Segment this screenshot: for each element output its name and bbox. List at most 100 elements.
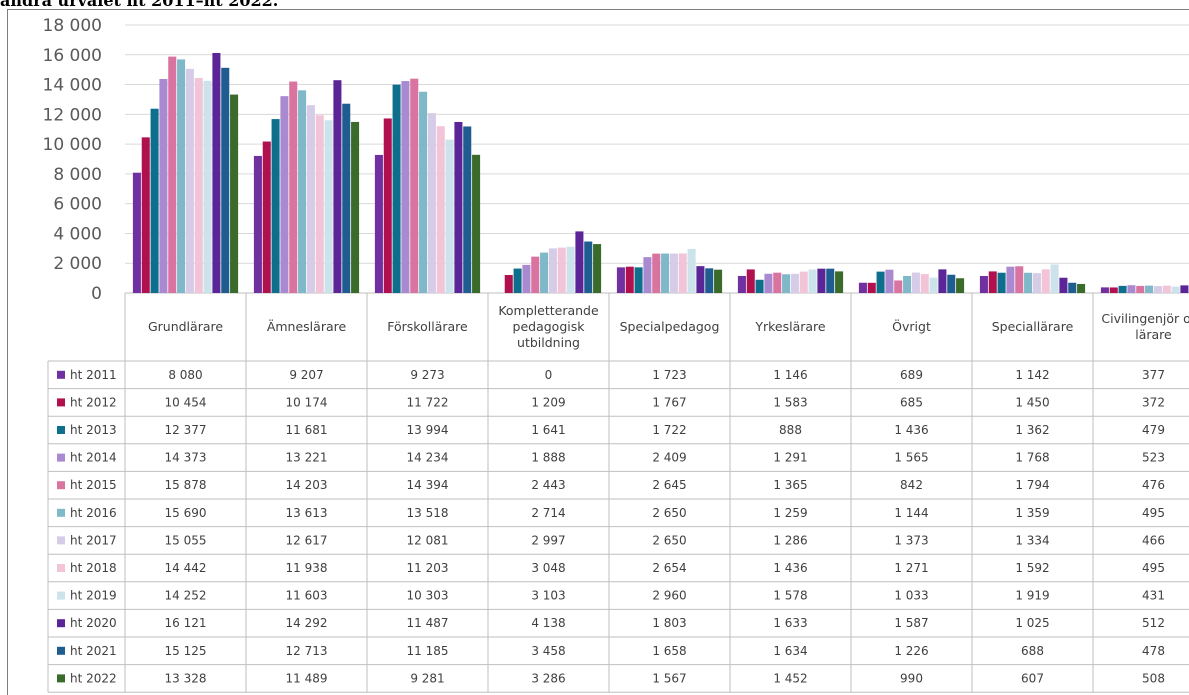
table-cell: 14 252	[165, 589, 207, 603]
legend-key	[57, 398, 65, 407]
table-cell: 1 587	[894, 616, 928, 630]
table-cell: 2 409	[652, 451, 686, 465]
bar	[835, 271, 844, 293]
table-cell: 11 203	[407, 561, 449, 575]
category-label: Ämneslärare	[267, 319, 347, 334]
legend-label: ht 2013	[70, 423, 117, 437]
bar	[472, 154, 481, 293]
bar	[625, 266, 634, 293]
table-cell: 10 174	[286, 395, 328, 409]
legend-label: ht 2012	[70, 395, 117, 409]
table-cell: 1 226	[894, 644, 928, 658]
table-cell: 14 292	[286, 616, 328, 630]
y-tick-label: 8 000	[53, 165, 102, 185]
table-cell: 2 650	[652, 533, 686, 547]
table-cell: 2 443	[531, 478, 565, 492]
table-cell: 1 567	[652, 671, 686, 685]
bar	[504, 274, 513, 293]
bar	[687, 248, 696, 293]
bar	[436, 126, 445, 294]
legend-label: ht 2019	[70, 589, 117, 603]
table-cell: 8 080	[168, 368, 202, 382]
bar	[643, 257, 652, 293]
bar	[513, 268, 522, 293]
bar	[1050, 264, 1059, 293]
bar	[1006, 266, 1015, 293]
table-cell: 431	[1142, 589, 1165, 603]
bar	[790, 273, 799, 293]
bar	[826, 268, 835, 293]
bar	[351, 121, 360, 293]
bar	[454, 121, 463, 293]
table-cell: 11 722	[407, 395, 449, 409]
bar	[764, 273, 773, 293]
table-cell: 13 994	[407, 423, 449, 437]
bar	[557, 247, 566, 293]
table-cell: 14 203	[286, 478, 328, 492]
bar	[593, 244, 602, 293]
table-cell: 4 138	[531, 616, 565, 630]
table-cell: 1 722	[652, 423, 686, 437]
table-cell: 888	[779, 423, 802, 437]
table-cell: 1 365	[773, 478, 807, 492]
bar	[1171, 286, 1180, 293]
bar	[401, 81, 410, 293]
legend-label: ht 2021	[70, 644, 117, 658]
bar	[634, 267, 643, 293]
bar	[194, 77, 203, 293]
bar	[1153, 286, 1162, 293]
table-cell: 466	[1142, 533, 1165, 547]
bar	[867, 282, 876, 293]
table-cell: 13 613	[286, 506, 328, 520]
bar	[177, 59, 186, 293]
table-cell: 2 650	[652, 506, 686, 520]
y-tick-label: 12 000	[43, 105, 102, 125]
bar	[988, 271, 997, 293]
bar	[324, 120, 333, 293]
table-cell: 476	[1142, 478, 1165, 492]
bar	[947, 274, 956, 293]
bar	[1015, 266, 1024, 293]
table-cell: 1 641	[531, 423, 565, 437]
y-tick-label: 16 000	[43, 46, 102, 66]
table-cell: 11 489	[286, 671, 328, 685]
y-tick-label: 4 000	[53, 224, 102, 244]
table-cell: 3 286	[531, 671, 565, 685]
bar	[315, 115, 324, 294]
table-cell: 495	[1142, 561, 1165, 575]
table-cell: 2 714	[531, 506, 565, 520]
table-cell: 607	[1021, 671, 1044, 685]
table-cell: 1 803	[652, 616, 686, 630]
bar	[540, 252, 549, 293]
table-cell: 12 713	[286, 644, 328, 658]
table-cell: 1 146	[773, 368, 807, 382]
bar	[678, 253, 687, 293]
bar	[419, 91, 428, 294]
table-cell: 1 362	[1015, 423, 1049, 437]
bar	[737, 275, 746, 293]
bar	[253, 155, 262, 293]
table-cell: 12 617	[286, 533, 328, 547]
bar	[531, 256, 540, 293]
legend-label: ht 2022	[70, 671, 117, 685]
y-tick-label: 6 000	[53, 195, 102, 215]
bar	[755, 279, 764, 293]
table-cell: 1 450	[1015, 395, 1049, 409]
legend-key	[57, 619, 65, 628]
bar	[168, 56, 177, 293]
table-cell: 1 142	[1015, 368, 1049, 382]
table-cell: 1 634	[773, 644, 807, 658]
bar	[929, 277, 938, 293]
bar	[141, 137, 150, 293]
category-label: Specialpedagog	[620, 319, 720, 334]
bar	[894, 280, 903, 293]
table-cell: 9 281	[410, 671, 444, 685]
table-cell: 15 690	[165, 506, 207, 520]
legend-key	[57, 536, 65, 545]
bar	[522, 264, 531, 293]
y-tick-label: 18 000	[43, 16, 102, 36]
table-cell: 479	[1142, 423, 1165, 437]
bar	[817, 268, 826, 293]
legend-label: ht 2018	[70, 561, 117, 575]
table-cell: 1 768	[1015, 451, 1049, 465]
